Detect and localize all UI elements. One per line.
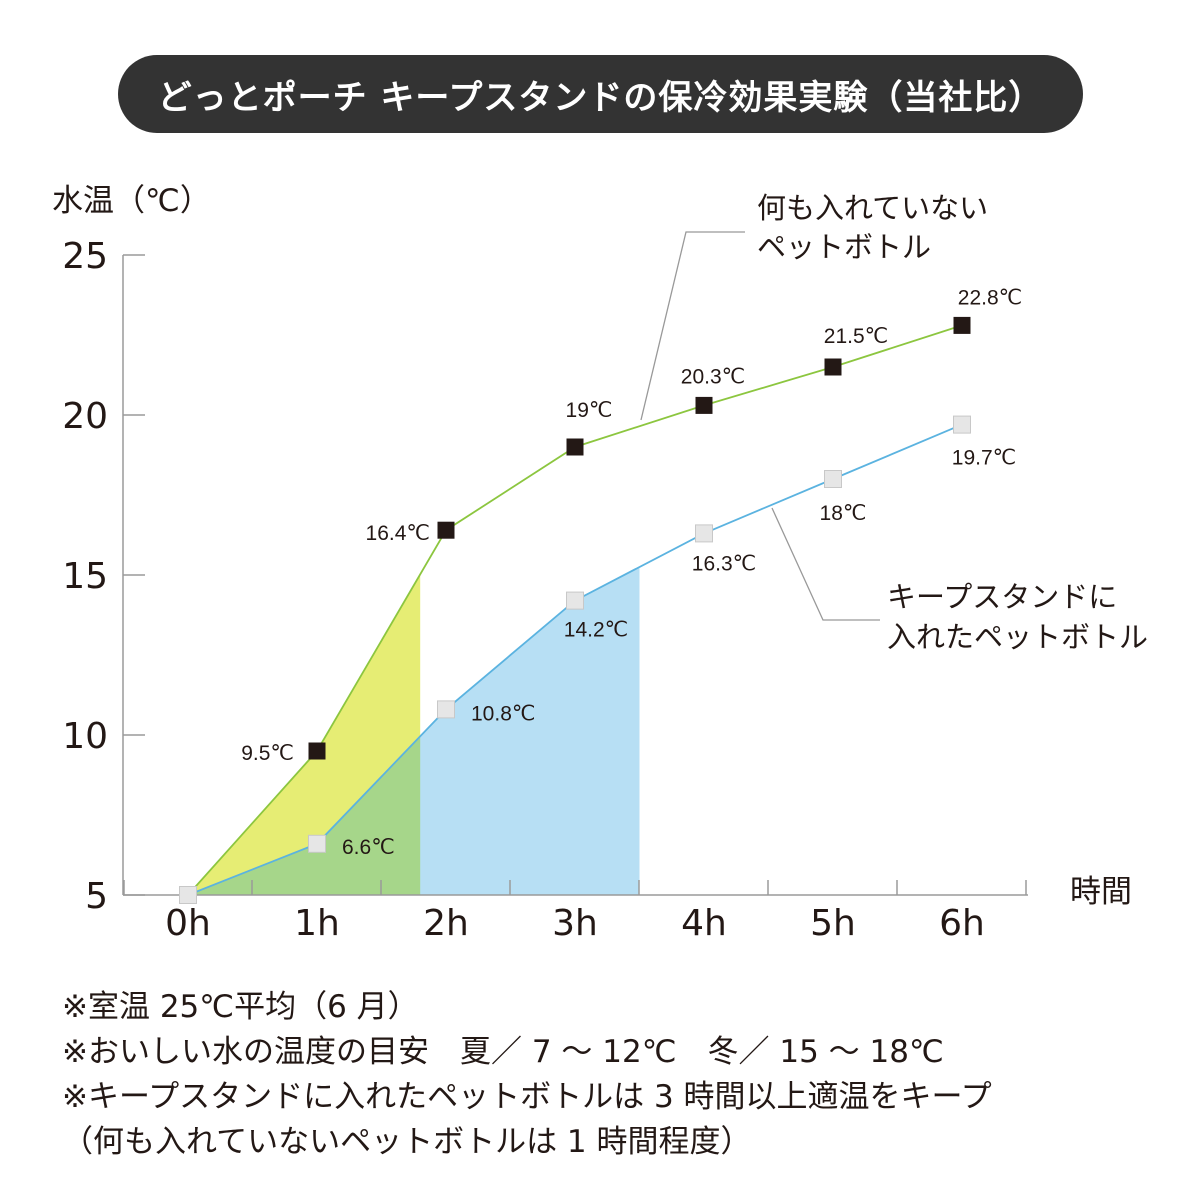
note-4: （何も入れていないペットボトルは 1 時間程度） xyxy=(62,1124,752,1160)
data-point-keepstand-bottle xyxy=(179,886,197,904)
notes: ※室温 25℃平均（6 月） ※おいしい水の温度の目安 夏／ 7 〜 12℃ 冬… xyxy=(62,985,1172,1165)
fill-area-keepstand-bottle xyxy=(188,567,640,895)
note-3: ※キープスタンドに入れたペットボトルは 3 時間以上適温をキープ xyxy=(62,1079,992,1115)
data-point-plain-bottle xyxy=(953,316,971,334)
note-2: ※おいしい水の温度の目安 夏／ 7 〜 12℃ 冬／ 15 〜 18℃ xyxy=(62,1034,944,1070)
data-point-plain-bottle xyxy=(695,396,713,414)
callout-line-plain-bottle xyxy=(640,231,745,421)
data-point-plain-bottle xyxy=(824,358,842,376)
data-label-keepstand-bottle: 19.7℃ xyxy=(952,447,1016,470)
chart-title: どっとポーチ キープスタンドの保冷効果実験（当社比） xyxy=(157,77,1044,118)
data-point-plain-bottle xyxy=(566,438,584,456)
data-label-plain-bottle: 22.8℃ xyxy=(958,286,1022,309)
data-label-plain-bottle: 9.5℃ xyxy=(241,742,294,765)
data-point-plain-bottle xyxy=(437,521,455,539)
note-1: ※室温 25℃平均（6 月） xyxy=(62,989,419,1025)
data-point-keepstand-bottle xyxy=(953,415,971,434)
y-tick-label: 20 xyxy=(62,396,108,437)
y-tick-label: 10 xyxy=(62,716,108,757)
data-label-keepstand-bottle: 10.8℃ xyxy=(471,702,535,725)
y-tick-label: 5 xyxy=(85,876,108,917)
x-tick-label: 3h xyxy=(552,903,598,944)
data-label-plain-bottle: 20.3℃ xyxy=(681,365,745,388)
data-label-keepstand-bottle: 6.6℃ xyxy=(342,836,395,859)
data-point-keepstand-bottle xyxy=(824,470,842,488)
x-tick-label: 4h xyxy=(681,903,727,944)
data-label-plain-bottle: 16.4℃ xyxy=(366,522,430,545)
x-axis-title: 時間 xyxy=(1070,874,1132,910)
series-name-plain-bottle-line1: 何も入れていない xyxy=(757,191,988,225)
title-banner: どっとポーチ キープスタンドの保冷効果実験（当社比） xyxy=(118,55,1083,133)
x-tick-label: 0h xyxy=(165,903,211,944)
series-name-plain-bottle-line2: ペットボトル xyxy=(757,230,931,264)
data-point-keepstand-bottle xyxy=(695,524,713,543)
callout-line-keepstand-bottle xyxy=(771,507,880,621)
series-name-keepstand-bottle-line1: キープスタンドに xyxy=(887,580,1117,614)
x-tick-label: 2h xyxy=(423,903,469,944)
data-point-keepstand-bottle xyxy=(437,700,455,719)
data-label-plain-bottle: 19℃ xyxy=(566,399,613,422)
data-point-keepstand-bottle xyxy=(308,834,326,853)
x-tick-label: 5h xyxy=(810,903,856,944)
data-label-keepstand-bottle: 16.3℃ xyxy=(692,552,756,575)
data-label-plain-bottle: 21.5℃ xyxy=(824,325,888,348)
data-label-keepstand-bottle: 18℃ xyxy=(820,502,867,525)
x-tick-label: 1h xyxy=(294,903,340,944)
x-tick-label: 6h xyxy=(939,903,985,944)
y-tick-label: 25 xyxy=(62,236,108,277)
fill-area-overlap xyxy=(188,736,421,895)
y-tick-label: 15 xyxy=(62,556,108,597)
data-label-keepstand-bottle: 14.2℃ xyxy=(564,619,628,642)
data-point-keepstand-bottle xyxy=(566,591,584,610)
data-point-plain-bottle xyxy=(308,742,326,760)
y-axis-title: 水温（℃） xyxy=(52,183,211,219)
series-name-keepstand-bottle-line2: 入れたペットボトル xyxy=(887,620,1148,654)
